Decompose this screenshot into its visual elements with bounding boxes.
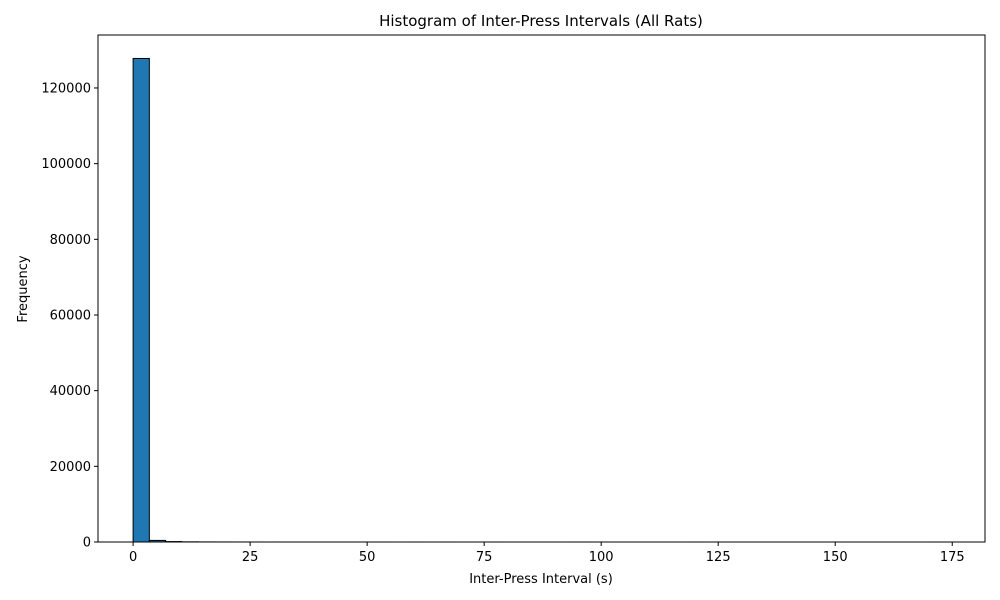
chart-title: Histogram of Inter-Press Intervals (All … [379,12,703,30]
plot-area [132,57,946,543]
x-axis-title: Inter-Press Interval (s) [469,572,613,587]
y-tick-label: 40000 [50,384,91,399]
y-tick-label: 20000 [50,460,91,475]
x-tick-label: 100 [589,550,614,565]
x-tick-label: 75 [476,550,493,565]
y-tick-label: 0 [83,536,91,551]
x-tick-label: 50 [359,550,376,565]
y-axis-title: Frequency [16,255,31,322]
x-tick-label: 175 [940,550,965,565]
y-tick-label: 80000 [50,233,91,248]
y-tick-label: 120000 [41,81,91,96]
axes-frame [97,34,986,543]
x-tick-label: 125 [706,550,731,565]
histogram-bar [132,57,150,543]
x-axis: 0 25 50 75 100 125 150 175 [129,542,965,565]
y-tick-label: 100000 [41,157,91,172]
y-axis: 0 20000 40000 60000 80000 100000 120000 [41,81,98,551]
x-tick-label: 150 [823,550,848,565]
x-tick-label: 0 [129,550,137,565]
x-tick-label: 25 [242,550,259,565]
y-tick-label: 60000 [50,308,91,323]
